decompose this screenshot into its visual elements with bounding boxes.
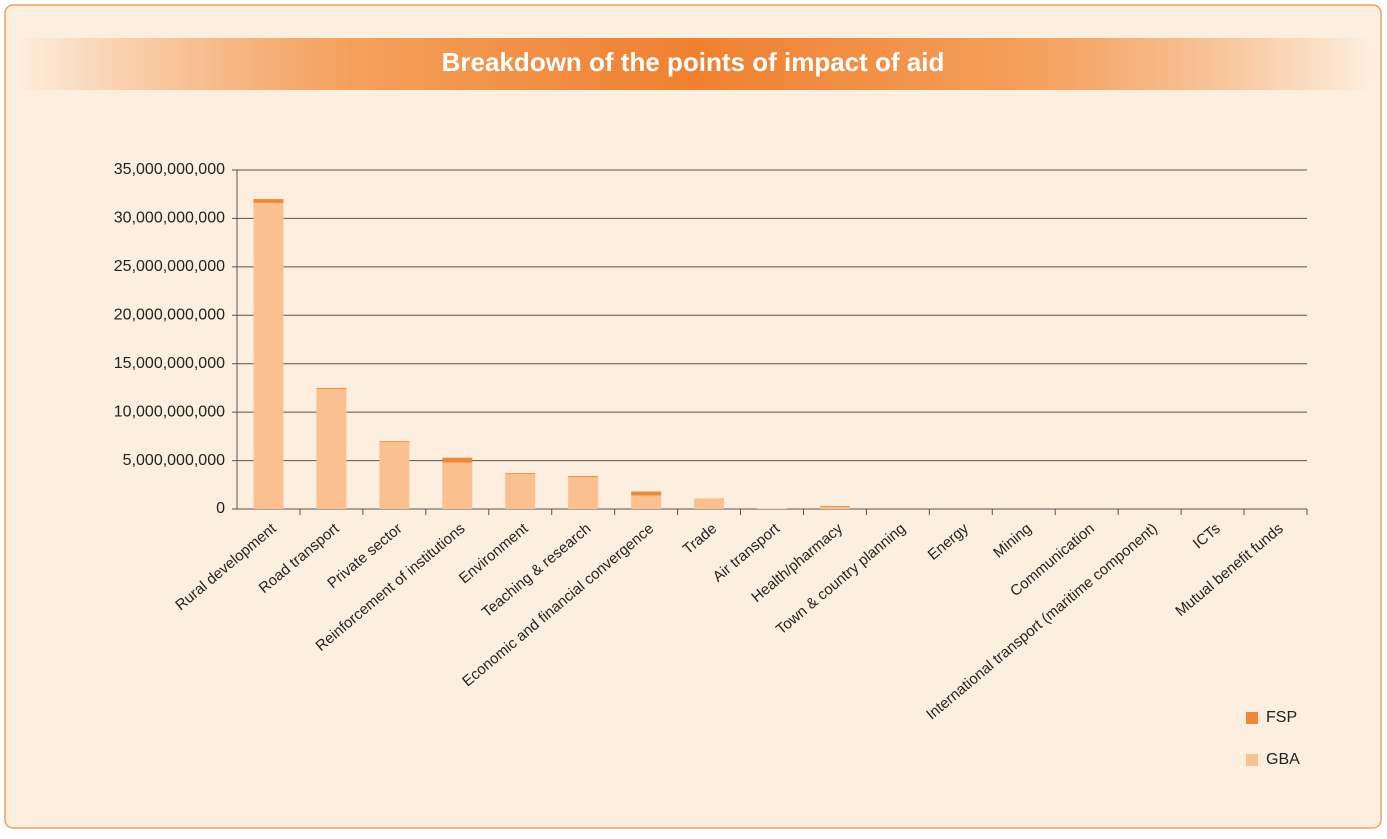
bar-segment bbox=[253, 203, 283, 509]
legend-label: GBA bbox=[1266, 751, 1300, 768]
bar-segment bbox=[379, 442, 409, 509]
y-tick-label: 0 bbox=[216, 500, 225, 517]
bar-segment bbox=[820, 506, 850, 507]
legend-swatch bbox=[1246, 754, 1258, 766]
bar-segment bbox=[505, 473, 535, 474]
bar-segment bbox=[316, 389, 346, 509]
bar-segment bbox=[694, 498, 724, 509]
bar-segment bbox=[631, 495, 661, 509]
y-tick-label: 15,000,000,000 bbox=[114, 355, 225, 372]
bar-segment bbox=[820, 507, 850, 509]
bar-segment bbox=[253, 199, 283, 203]
bar-segment bbox=[568, 476, 598, 477]
bar-segment bbox=[505, 474, 535, 509]
y-tick-label: 5,000,000,000 bbox=[123, 452, 225, 469]
chart-title: Breakdown of the points of impact of aid bbox=[442, 47, 945, 77]
y-tick-label: 10,000,000,000 bbox=[114, 403, 225, 420]
y-tick-label: 30,000,000,000 bbox=[114, 210, 225, 227]
bar-segment bbox=[568, 477, 598, 509]
y-tick-label: 35,000,000,000 bbox=[114, 161, 225, 178]
bar-segment bbox=[442, 463, 472, 509]
bar-segment bbox=[379, 441, 409, 442]
bar-segment bbox=[631, 492, 661, 496]
y-tick-label: 25,000,000,000 bbox=[114, 258, 225, 275]
legend-swatch bbox=[1246, 712, 1258, 724]
bar-segment bbox=[316, 388, 346, 389]
legend-label: FSP bbox=[1266, 709, 1297, 726]
bar-segment bbox=[442, 458, 472, 463]
y-tick-label: 20,000,000,000 bbox=[114, 307, 225, 324]
